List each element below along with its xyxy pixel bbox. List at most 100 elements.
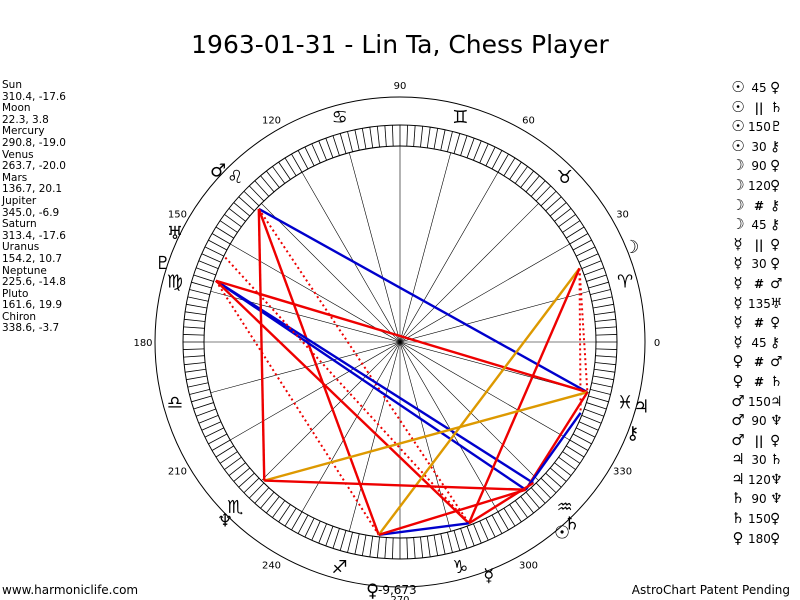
degree-tick [566, 226, 585, 239]
degree-tick [187, 382, 209, 388]
degree-tick [187, 296, 209, 302]
degree-tick [566, 445, 585, 458]
degree-tick [569, 233, 589, 245]
degree-tick [595, 348, 617, 350]
degree-tick [211, 233, 231, 245]
aspect-line [215, 280, 380, 536]
degree-tick [384, 537, 387, 559]
degree-tick [426, 127, 431, 148]
degree-tick [540, 477, 557, 494]
aspect-planet-1-icon: ☉ [731, 97, 745, 116]
degree-tick [291, 153, 303, 173]
degree-tick [520, 170, 534, 188]
planet-name-neptune: Neptune [2, 264, 47, 277]
aspect-planet-2-icon: ♀ [770, 511, 781, 528]
degree-tick [594, 311, 615, 316]
degree-tick [243, 477, 260, 494]
degree-tick [581, 415, 602, 424]
planet-name-moon: Moon [2, 102, 31, 115]
degree-tick [540, 190, 557, 207]
aspect-planet-1-icon: ♀ [732, 528, 744, 547]
degree-tick [549, 467, 567, 482]
aspect-line [263, 391, 588, 482]
uranus-glyph-icon: ♅ [167, 223, 183, 244]
degree-tick [369, 127, 374, 148]
aspect-list: ☉ 45 ♀ ☉ || ♄ ☉ 150♇ ☉ 30 ⚷ ☽ 90 ♀ ☽ 120♀ ☽ # ⚷ ☽ 45 ⚷ ☿ || ♀ ☿ 30… [728, 78, 800, 548]
planet-name-mercury: Mercury [2, 125, 45, 138]
aspect-row: ♃ 30 ♄ [728, 450, 800, 470]
degree-tick [193, 274, 214, 282]
degree-tick [453, 133, 461, 154]
aspect-line [215, 279, 527, 491]
aspect-symbol: 90 [751, 492, 767, 507]
degree-tick [420, 536, 424, 558]
neptune-glyph-icon: ♆ [217, 511, 233, 532]
degree-tick [591, 296, 613, 302]
degree-tick [460, 135, 468, 156]
degree-tick [509, 161, 522, 180]
planet-coords-jupiter: 345.0, -6.9 [2, 206, 60, 219]
aspect-planet-2-icon: ♆ [770, 491, 783, 508]
planet-name-mars: Mars [2, 171, 28, 184]
aspect-row: ♃ 120♆ [728, 470, 800, 490]
ascendant-label: -9,673 [378, 583, 417, 597]
aspect-row: ☿ 45 ⚷ [728, 333, 800, 353]
degree-tick [545, 196, 562, 212]
degree-tick [562, 451, 581, 464]
aspect-planet-1-icon: ♄ [731, 509, 745, 528]
aspect-planet-1-icon: ♂ [731, 411, 745, 430]
zodiac-sign-icon: ♌ [227, 167, 243, 188]
degree-tick [595, 355, 617, 358]
aspect-row: ☉ 150♇ [728, 117, 800, 137]
degree-tick [318, 523, 327, 544]
aspect-planet-1-icon: ☿ [733, 332, 743, 351]
aspect-row: ♄ 150♀ [728, 509, 800, 529]
aspect-planet-1-icon: ☿ [733, 273, 743, 292]
degree-tick [586, 274, 607, 282]
aspect-line [524, 412, 582, 491]
aspect-planet-2-icon: ♇ [770, 119, 783, 136]
degree-tick [291, 511, 303, 531]
degree-tick [433, 128, 439, 150]
degree-tick [233, 202, 251, 217]
footer-website[interactable]: www.harmoniclife.com [2, 583, 139, 597]
degree-tick [339, 133, 347, 154]
venus-glyph-icon: ♀ [366, 580, 379, 600]
aspect-planet-2-icon: ♄ [770, 373, 783, 390]
aspect-row: ☉ 45 ♀ [728, 78, 800, 98]
aspect-planet-1-icon: ♀ [732, 352, 744, 371]
aspect-row: ♂ 90 ♆ [728, 411, 800, 431]
degree-tick [184, 318, 206, 322]
aspect-planet-1-icon: ♃ [731, 450, 745, 469]
aspect-symbol: 150 [748, 120, 771, 135]
aspect-symbol: 120 [748, 178, 771, 193]
degree-tick [198, 260, 219, 269]
degree-tick [426, 536, 431, 557]
degree-tick [254, 180, 270, 197]
degree-tick [278, 504, 291, 523]
degree-tick [311, 143, 321, 164]
degree-tick [554, 208, 572, 222]
degree-tick [243, 190, 260, 207]
degree-tick [595, 334, 617, 336]
degree-label: 120 [262, 115, 281, 126]
aspect-lines [215, 207, 589, 537]
degree-tick [485, 517, 496, 538]
aspect-planet-1-icon: ♂ [731, 391, 745, 410]
mercury-glyph-icon: ☿ [483, 566, 494, 587]
degree-tick [594, 318, 616, 322]
aspect-line [578, 268, 589, 393]
degree-tick [590, 289, 611, 295]
zodiac-sign-icon: ♎ [167, 392, 183, 413]
planet-coords-mercury: 290.8, -19.0 [2, 136, 66, 149]
degree-tick [453, 530, 461, 551]
aspect-line [264, 479, 526, 491]
degree-tick [535, 482, 552, 499]
degree-tick [376, 536, 380, 558]
degree-tick [204, 246, 225, 257]
aspect-row: ♄ 90 ♆ [728, 489, 800, 509]
degree-tick [238, 196, 255, 212]
degree-tick [347, 131, 353, 152]
aspect-row: ♀ # ♄ [728, 372, 800, 392]
